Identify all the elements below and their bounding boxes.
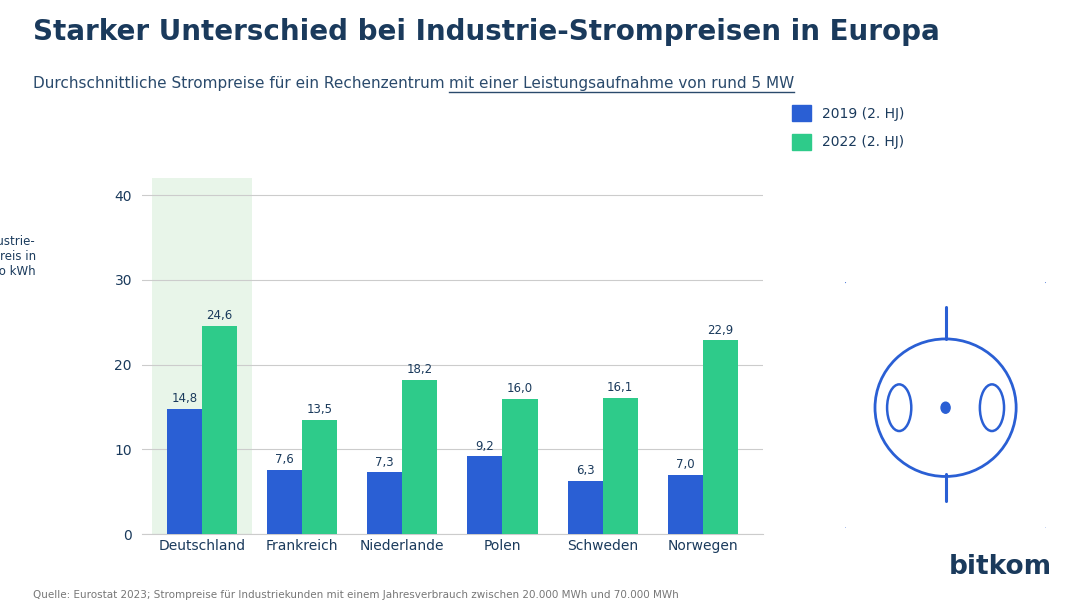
- Text: 22,9: 22,9: [707, 324, 734, 336]
- Bar: [402, 380, 437, 534]
- Text: Durchschnittliche Strompreise für ein Rechenzentrum: Durchschnittliche Strompreise für ein Re…: [33, 76, 449, 91]
- Bar: [603, 398, 638, 534]
- Bar: [703, 340, 738, 534]
- Text: 6,3: 6,3: [576, 464, 594, 477]
- Text: mit einer Leistungsaufnahme von rund 5 MW: mit einer Leistungsaufnahme von rund 5 M…: [449, 76, 795, 91]
- Text: 7,6: 7,6: [275, 453, 294, 467]
- Bar: [367, 472, 402, 534]
- Bar: [202, 325, 237, 534]
- Text: 24,6: 24,6: [206, 309, 232, 322]
- Bar: [668, 475, 703, 534]
- Bar: [502, 398, 537, 534]
- Bar: [267, 470, 302, 534]
- Text: 13,5: 13,5: [306, 403, 332, 416]
- Text: 7,3: 7,3: [375, 456, 393, 469]
- Bar: [167, 409, 202, 534]
- Bar: [152, 178, 252, 534]
- Text: 14,8: 14,8: [171, 392, 197, 405]
- Text: 18,2: 18,2: [407, 363, 433, 376]
- Text: 7,0: 7,0: [676, 459, 694, 472]
- Text: bitkom: bitkom: [948, 554, 1052, 580]
- Ellipse shape: [941, 402, 950, 413]
- Text: 16,0: 16,0: [507, 382, 533, 395]
- Text: 16,1: 16,1: [607, 381, 633, 394]
- Bar: [468, 456, 502, 534]
- Text: Starker Unterschied bei Industrie-Strompreisen in Europa: Starker Unterschied bei Industrie-Stromp…: [33, 18, 940, 47]
- Legend: 2019 (2. HJ), 2022 (2. HJ): 2019 (2. HJ), 2022 (2. HJ): [791, 105, 905, 150]
- Y-axis label: Industrie-
Strompreis in
Cent pro kWh: Industrie- Strompreis in Cent pro kWh: [0, 235, 36, 278]
- Bar: [302, 420, 337, 534]
- Bar: [568, 481, 603, 534]
- Text: 9,2: 9,2: [475, 440, 494, 453]
- Text: Quelle: Eurostat 2023; Strompreise für Industriekunden mit einem Jahresverbrauch: Quelle: Eurostat 2023; Strompreise für I…: [33, 591, 678, 600]
